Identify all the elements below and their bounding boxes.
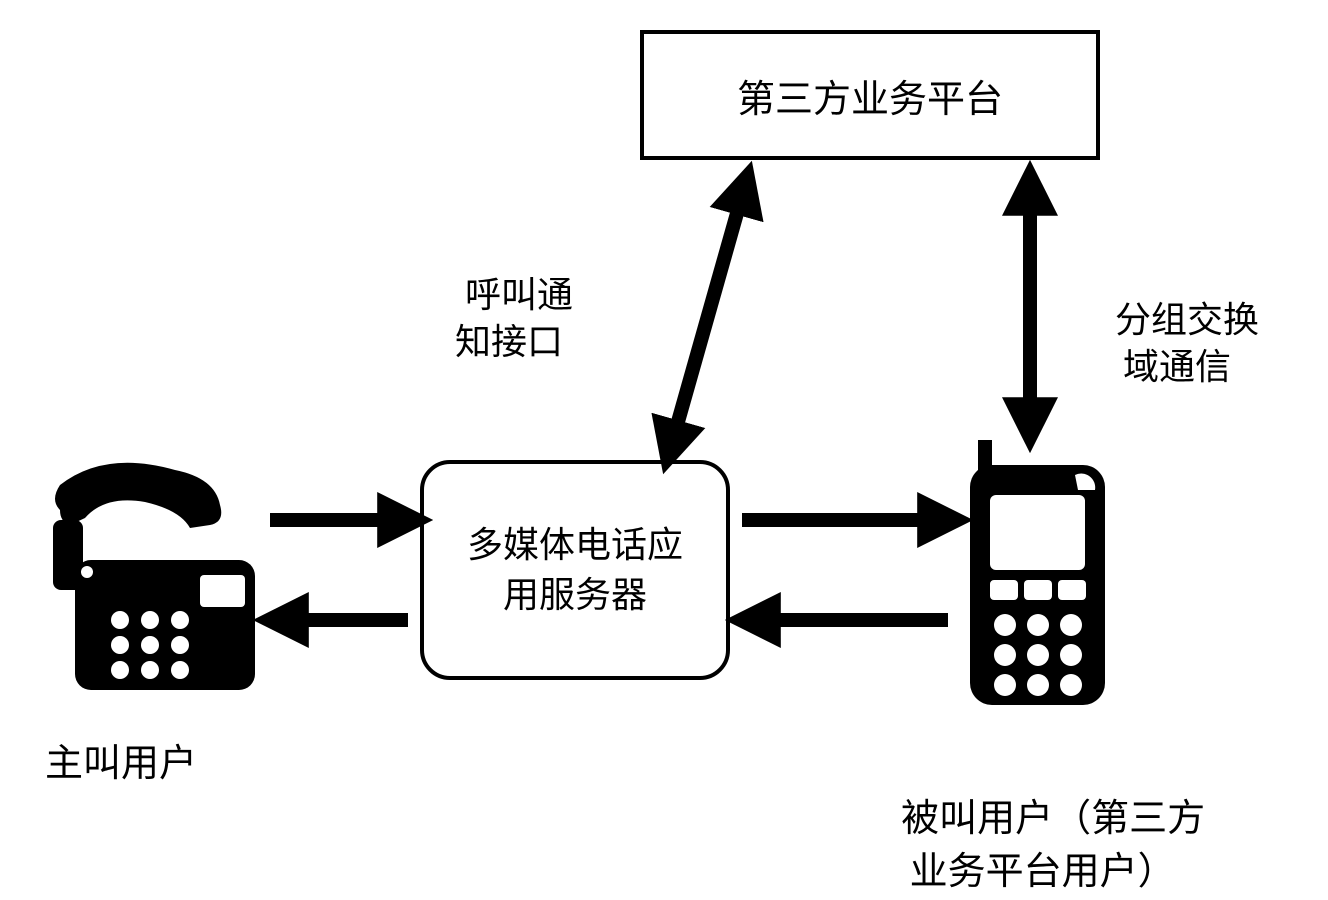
arrow-call-notify xyxy=(670,185,745,450)
mobile-phone-icon xyxy=(960,440,1115,710)
caller-label: 主叫用户 xyxy=(45,740,197,789)
third-party-platform-label: 第三方业务平台 xyxy=(737,68,1003,123)
call-notify-interface-label: 呼叫通 知接口 xyxy=(445,225,573,365)
server-box: 多媒体电话应 用服务器 xyxy=(420,460,730,680)
desk-phone-icon xyxy=(45,460,265,710)
callee-label: 被叫用户（第三方 业务平台用户） xyxy=(880,740,1205,900)
server-label: 多媒体电话应 用服务器 xyxy=(467,520,683,621)
third-party-platform-box: 第三方业务平台 xyxy=(640,30,1100,160)
ps-domain-label: 分组交换 域通信 xyxy=(1095,250,1259,390)
